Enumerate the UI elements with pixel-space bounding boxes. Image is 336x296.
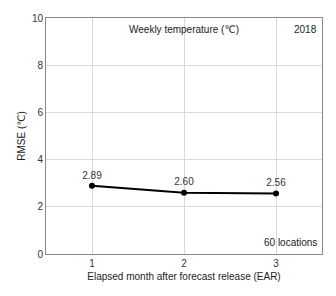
svg-text:2: 2 bbox=[181, 258, 187, 269]
svg-text:2.89: 2.89 bbox=[82, 170, 102, 181]
svg-text:RMSE (℃): RMSE (℃) bbox=[16, 111, 27, 161]
svg-text:2: 2 bbox=[37, 201, 43, 212]
svg-text:6: 6 bbox=[37, 107, 43, 118]
svg-text:1: 1 bbox=[89, 258, 95, 269]
svg-text:Elapsed month after forecast r: Elapsed month after forecast release (EA… bbox=[87, 271, 280, 282]
svg-text:10: 10 bbox=[32, 13, 44, 24]
svg-text:60 locations: 60 locations bbox=[264, 237, 317, 248]
svg-text:4: 4 bbox=[37, 154, 43, 165]
svg-text:2018: 2018 bbox=[294, 24, 317, 35]
svg-text:8: 8 bbox=[37, 60, 43, 71]
svg-text:3: 3 bbox=[273, 258, 279, 269]
svg-text:2.60: 2.60 bbox=[174, 176, 194, 187]
svg-text:2.56: 2.56 bbox=[266, 177, 286, 188]
svg-text:Weekly temperature (℃): Weekly temperature (℃) bbox=[129, 24, 239, 35]
svg-text:0: 0 bbox=[37, 249, 43, 260]
